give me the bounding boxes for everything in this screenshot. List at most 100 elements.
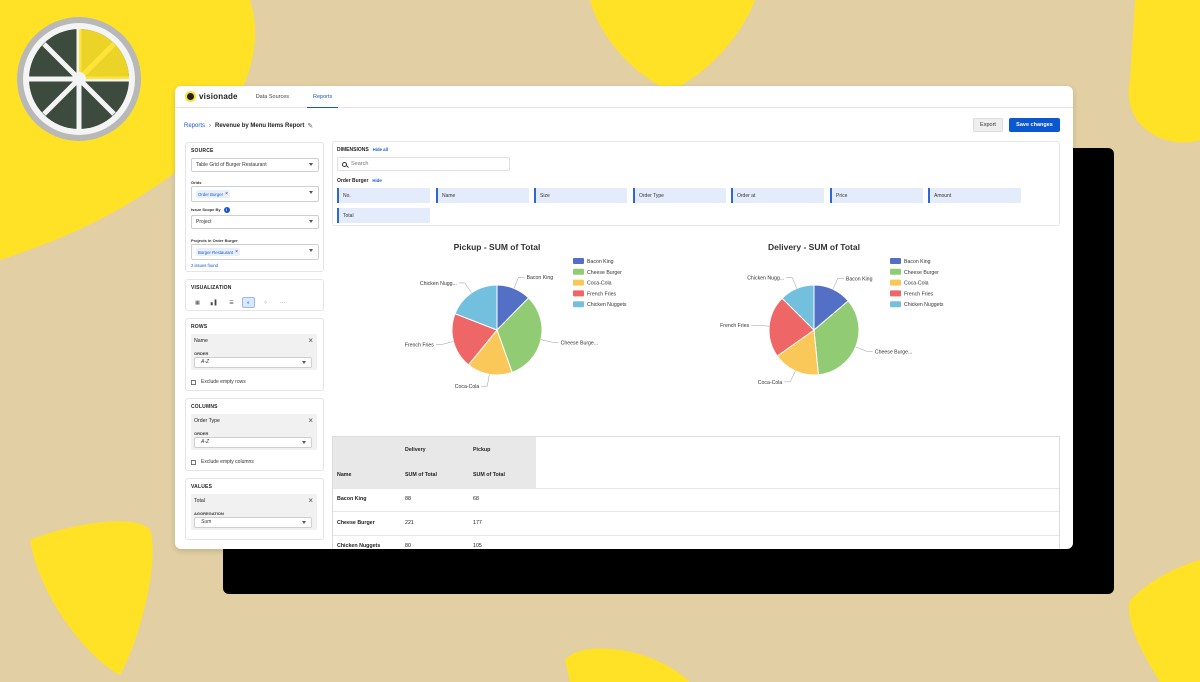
scatter-icon[interactable]: ⁘ bbox=[263, 299, 268, 306]
aggregation-select[interactable]: Sum bbox=[194, 517, 312, 528]
dimension-order-type[interactable]: Order Type bbox=[633, 188, 726, 203]
pie-slice-chicken-nuggets[interactable] bbox=[781, 284, 815, 332]
chevron-down-icon bbox=[302, 441, 306, 444]
table-icon[interactable]: ▦ bbox=[195, 299, 200, 306]
exclude-empty-columns[interactable]: Exclude empty columns bbox=[191, 459, 254, 465]
pie-slice-cheese-burger[interactable] bbox=[813, 300, 860, 376]
close-icon[interactable]: × bbox=[308, 416, 313, 425]
legend-label-french-fries[interactable]: French Fries bbox=[587, 291, 617, 297]
table-row-pickup: 177 bbox=[473, 520, 482, 526]
values-panel: VALUES Total × AGGREGATION Sum bbox=[185, 478, 324, 540]
dimension-name[interactable]: Name bbox=[436, 188, 529, 203]
page-title: Revenue by Menu Items Report bbox=[215, 123, 305, 129]
col-header-delivery: Delivery bbox=[405, 447, 426, 453]
exclude-empty-columns-checkbox[interactable] bbox=[191, 459, 196, 465]
dimension-price[interactable]: Price bbox=[830, 188, 923, 203]
dimension-amount[interactable]: Amount bbox=[928, 188, 1021, 203]
dimensions-search-input[interactable]: Search bbox=[337, 157, 510, 171]
pie-slice-coca-cola[interactable] bbox=[776, 329, 819, 376]
close-icon[interactable]: × bbox=[308, 336, 313, 345]
chart-title: Pickup - SUM of Total bbox=[454, 242, 541, 252]
legend-label-chicken-nuggets[interactable]: Chicken Nuggets bbox=[587, 302, 627, 308]
save-changes-button[interactable]: Save changes bbox=[1009, 118, 1060, 132]
more-icon[interactable]: ⋯ bbox=[280, 299, 285, 306]
pie-slice-coca-cola[interactable] bbox=[467, 328, 513, 376]
slice-label-coca-cola: Coca-Cola bbox=[758, 380, 783, 386]
issues-found-link[interactable]: 2 issues found bbox=[191, 263, 219, 268]
sub-header-delivery: SUM of Total bbox=[405, 472, 437, 478]
pivot-table: Delivery Pickup Name SUM of Total SUM of… bbox=[332, 436, 1060, 549]
projects-select[interactable]: Burger Restaurant × bbox=[191, 244, 319, 260]
tab-reports[interactable]: Reports bbox=[307, 86, 339, 108]
sub-header-pickup: SUM of Total bbox=[473, 472, 505, 478]
legend-label-cheese-burger[interactable]: Cheese Burger bbox=[904, 270, 939, 276]
bar-chart-icon[interactable]: ▖▌ bbox=[210, 299, 219, 306]
legend-label-coca-cola[interactable]: Coca-Cola bbox=[587, 281, 612, 287]
row-field[interactable]: Name × ORDER A-Z bbox=[191, 334, 317, 370]
table-row-name: Cheese Burger bbox=[337, 520, 375, 526]
exclude-empty-rows-checkbox[interactable] bbox=[191, 379, 196, 385]
issue-scope-label-text: Issue Scope By bbox=[191, 207, 221, 213]
breadcrumb: Reports › Revenue by Menu Items Report ✎ bbox=[184, 122, 313, 130]
column-field-name: Order Type bbox=[194, 418, 220, 424]
column-field[interactable]: Order Type × ORDER A-Z bbox=[191, 414, 317, 450]
slice-label-coca-cola: Coca-Cola bbox=[455, 384, 480, 390]
grids-select[interactable]: Order Burger × bbox=[191, 186, 319, 202]
dimension-no[interactable]: No. bbox=[337, 188, 430, 203]
lemon-logo bbox=[17, 17, 141, 141]
pie-slice-chicken-nuggets[interactable] bbox=[454, 284, 498, 331]
row-order-select[interactable]: A-Z bbox=[194, 357, 312, 368]
source-panel: SOURCE Table Grid of Burger Restaurant G… bbox=[185, 142, 324, 272]
table-row-name: Bacon King bbox=[337, 496, 367, 502]
export-button[interactable]: Export bbox=[973, 118, 1003, 132]
pie-slice-french-fries[interactable] bbox=[768, 297, 815, 357]
legend-label-coca-cola[interactable]: Coca-Cola bbox=[904, 281, 929, 287]
dimension-order-at[interactable]: Order at bbox=[731, 188, 824, 203]
label-leader-line bbox=[481, 374, 490, 387]
info-icon[interactable]: i bbox=[223, 207, 230, 213]
legend-swatch-chicken-nuggets bbox=[890, 301, 901, 308]
legend-swatch-bacon-king bbox=[890, 258, 901, 264]
chevron-down-icon bbox=[302, 361, 306, 364]
legend-label-bacon-king[interactable]: Bacon King bbox=[904, 259, 931, 265]
issue-scope-label: Issue Scope By i bbox=[191, 207, 230, 213]
breadcrumb-reports-link[interactable]: Reports bbox=[184, 123, 206, 129]
label-leader-line bbox=[435, 341, 454, 345]
label-leader-line bbox=[832, 278, 844, 290]
pencil-icon[interactable]: ✎ bbox=[307, 123, 314, 130]
pie-slice-cheese-burger[interactable] bbox=[496, 297, 543, 374]
hide-all-link[interactable]: Hide all bbox=[372, 147, 388, 152]
legend-label-cheese-burger[interactable]: Cheese Burger bbox=[587, 270, 622, 276]
slice-label-cheese-burger: Cheese Burge... bbox=[561, 340, 599, 346]
value-field[interactable]: Total × AGGREGATION Sum bbox=[191, 494, 317, 530]
columns-panel: COLUMNS Order Type × ORDER A-Z Exclude e… bbox=[185, 398, 324, 471]
source-title: SOURCE bbox=[191, 148, 214, 154]
brand-logo[interactable]: visionade bbox=[185, 91, 238, 102]
pie-slice-french-fries[interactable] bbox=[451, 313, 498, 366]
rows-panel: ROWS Name × ORDER A-Z Exclude empty rows bbox=[185, 318, 324, 391]
column-order-label: ORDER bbox=[194, 431, 209, 436]
column-order-select[interactable]: A-Z bbox=[194, 437, 312, 448]
legend-label-french-fries[interactable]: French Fries bbox=[904, 291, 934, 297]
tab-data-sources[interactable]: Data Sources bbox=[255, 93, 290, 100]
aggregation-label: AGGREGATION bbox=[194, 511, 224, 516]
chevron-down-icon bbox=[302, 521, 306, 524]
visualization-type-picker: ▦ ▖▌ ☰ ◐ ⁘ ⋯ bbox=[191, 297, 293, 308]
projects-label: Projects in Order Burger bbox=[191, 238, 238, 243]
table-row-delivery: 88 bbox=[405, 496, 411, 502]
issue-scope-select[interactable]: Project bbox=[191, 215, 319, 229]
dimension-total[interactable]: Total bbox=[337, 208, 430, 223]
exclude-empty-rows[interactable]: Exclude empty rows bbox=[191, 379, 246, 385]
pie-chart-icon[interactable]: ◐ bbox=[242, 297, 255, 308]
legend-label-bacon-king[interactable]: Bacon King bbox=[587, 259, 614, 265]
close-icon[interactable]: × bbox=[235, 249, 239, 255]
legend-label-chicken-nuggets[interactable]: Chicken Nuggets bbox=[904, 302, 944, 308]
dimension-size[interactable]: Size bbox=[534, 188, 627, 203]
table-select[interactable]: Table Grid of Burger Restaurant bbox=[191, 158, 319, 172]
horizontal-bar-icon[interactable]: ☰ bbox=[229, 299, 234, 306]
legend-swatch-french-fries bbox=[573, 290, 584, 297]
group-hide-link[interactable]: Hide bbox=[372, 178, 382, 183]
close-icon[interactable]: × bbox=[225, 191, 228, 197]
value-field-name: Total bbox=[194, 498, 205, 504]
close-icon[interactable]: × bbox=[308, 496, 313, 505]
